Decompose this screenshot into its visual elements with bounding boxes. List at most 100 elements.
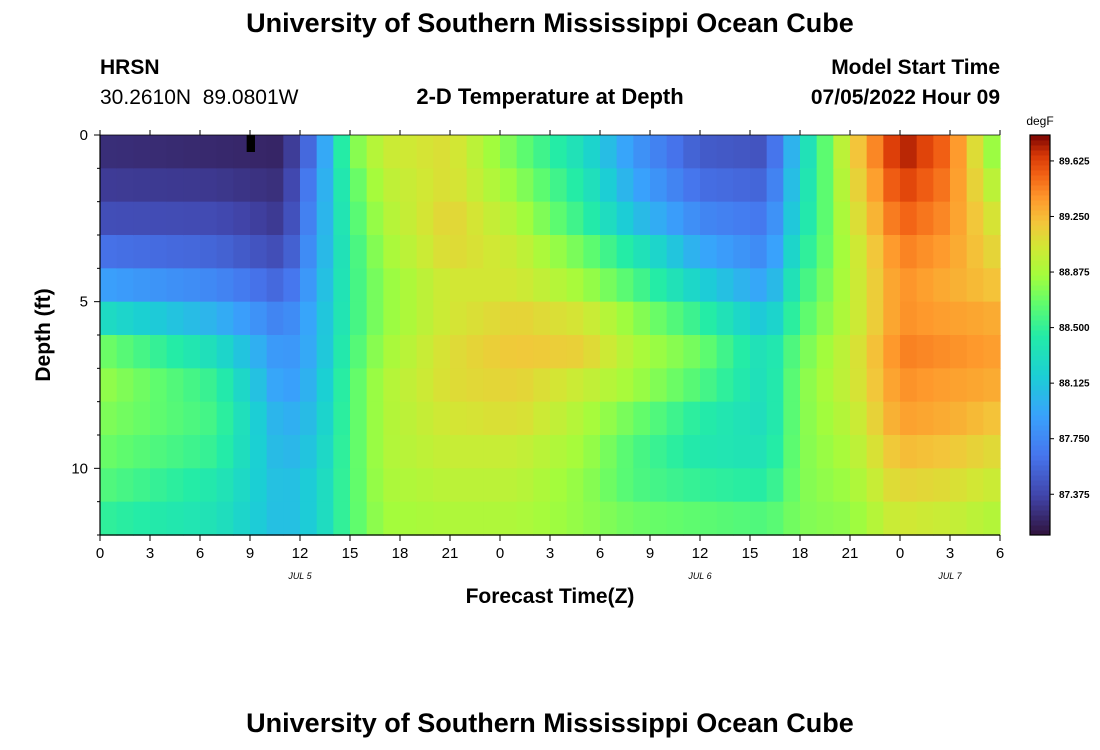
heatmap-cell — [266, 168, 284, 203]
colorbar-segment — [1030, 325, 1050, 331]
heatmap-cell — [533, 301, 551, 336]
heatmap-cell — [416, 468, 434, 503]
heatmap-cell — [216, 335, 234, 369]
colorbar-segment — [1030, 280, 1050, 286]
heatmap-cell — [216, 468, 234, 503]
heatmap-cell — [600, 368, 618, 403]
heatmap-cell — [416, 135, 434, 169]
heatmap-cell — [116, 468, 134, 503]
heatmap-cell — [950, 501, 968, 536]
heatmap-cell — [633, 368, 651, 403]
heatmap-cell — [600, 201, 618, 236]
heatmap-cell — [283, 335, 301, 369]
heatmap-cell — [183, 168, 201, 203]
heatmap-cell — [700, 335, 718, 369]
heatmap-cell — [366, 235, 384, 269]
heatmap-cell — [733, 368, 751, 403]
heatmap-cell — [100, 168, 118, 203]
heatmap-cell — [466, 501, 484, 536]
heatmap-cell — [400, 301, 418, 336]
heatmap-cell — [983, 201, 1001, 236]
heatmap-cell — [933, 435, 951, 469]
heatmap-cell — [600, 468, 618, 503]
heatmap-cell — [450, 335, 468, 369]
heatmap-cell — [816, 468, 834, 503]
heatmap-cell — [866, 435, 884, 469]
colorbar-segment — [1030, 370, 1050, 376]
heatmap-cell — [466, 201, 484, 236]
heatmap-cell — [233, 335, 251, 369]
heatmap-cell — [966, 335, 984, 369]
heatmap-cell — [583, 335, 601, 369]
heatmap-cell — [633, 335, 651, 369]
heatmap-cell — [966, 235, 984, 269]
heatmap-cell — [116, 201, 134, 236]
heatmap-cell — [616, 301, 634, 336]
heatmap-cell — [900, 168, 918, 203]
colorbar-segment — [1030, 425, 1050, 431]
heatmap-cell — [733, 168, 751, 203]
heatmap-cell — [416, 301, 434, 336]
heatmap-cell — [183, 468, 201, 503]
heatmap-cell — [216, 235, 234, 269]
heatmap-cell — [266, 468, 284, 503]
heatmap-cell — [916, 168, 934, 203]
heatmap-cell — [716, 168, 734, 203]
colorbar-segment — [1030, 450, 1050, 456]
heatmap-cell — [250, 301, 268, 336]
heatmap-cell — [933, 501, 951, 536]
heatmap-cell — [966, 168, 984, 203]
heatmap-cell — [800, 335, 818, 369]
heatmap-cell — [183, 201, 201, 236]
colorbar-tick-label: 88.875 — [1059, 268, 1090, 279]
x-tick-label: 18 — [392, 545, 409, 562]
heatmap-cell — [400, 201, 418, 236]
heatmap-cell — [700, 235, 718, 269]
heatmap-cell — [566, 468, 584, 503]
heatmap-cell — [566, 301, 584, 336]
heatmap-cell — [750, 335, 768, 369]
heatmap-cell — [383, 168, 401, 203]
heatmap-cell — [183, 401, 201, 436]
heatmap-cell — [166, 501, 184, 536]
heatmap-cell — [683, 268, 701, 303]
heatmap-cell — [500, 135, 518, 169]
heatmap-cell — [650, 301, 668, 336]
heatmap-cell — [583, 268, 601, 303]
heatmap-cell — [266, 335, 284, 369]
colorbar-segment — [1030, 220, 1050, 226]
heatmap-cell — [116, 368, 134, 403]
heatmap-cell — [400, 401, 418, 436]
heatmap-cell — [883, 501, 901, 536]
heatmap-cell — [250, 435, 268, 469]
heatmap-cell — [666, 501, 684, 536]
heatmap-cell — [466, 368, 484, 403]
colorbar-segment — [1030, 465, 1050, 471]
heatmap-cell — [666, 201, 684, 236]
heatmap-cell — [783, 468, 801, 503]
heatmap-cell — [250, 335, 268, 369]
heatmap-cell — [250, 468, 268, 503]
heatmap-cell — [516, 435, 534, 469]
heatmap-cell — [366, 135, 384, 169]
heatmap-cell — [616, 468, 634, 503]
colorbar-segment — [1030, 200, 1050, 206]
heatmap-cell — [166, 135, 184, 169]
heatmap-cell — [433, 501, 451, 536]
heatmap-cell — [483, 168, 501, 203]
heatmap-cell — [316, 435, 334, 469]
heatmap-cell — [883, 335, 901, 369]
colorbar-segment — [1030, 455, 1050, 461]
heatmap-cell — [966, 368, 984, 403]
colorbar-segment — [1030, 310, 1050, 316]
heatmap-cell — [833, 501, 851, 536]
heatmap-cell — [816, 301, 834, 336]
heatmap-cell — [100, 301, 118, 336]
heatmap-cell — [600, 335, 618, 369]
heatmap-cell — [150, 201, 168, 236]
colorbar-segment — [1030, 275, 1050, 281]
heatmap-cell — [100, 235, 118, 269]
heatmap-cell — [766, 501, 784, 536]
heatmap-cell — [216, 368, 234, 403]
